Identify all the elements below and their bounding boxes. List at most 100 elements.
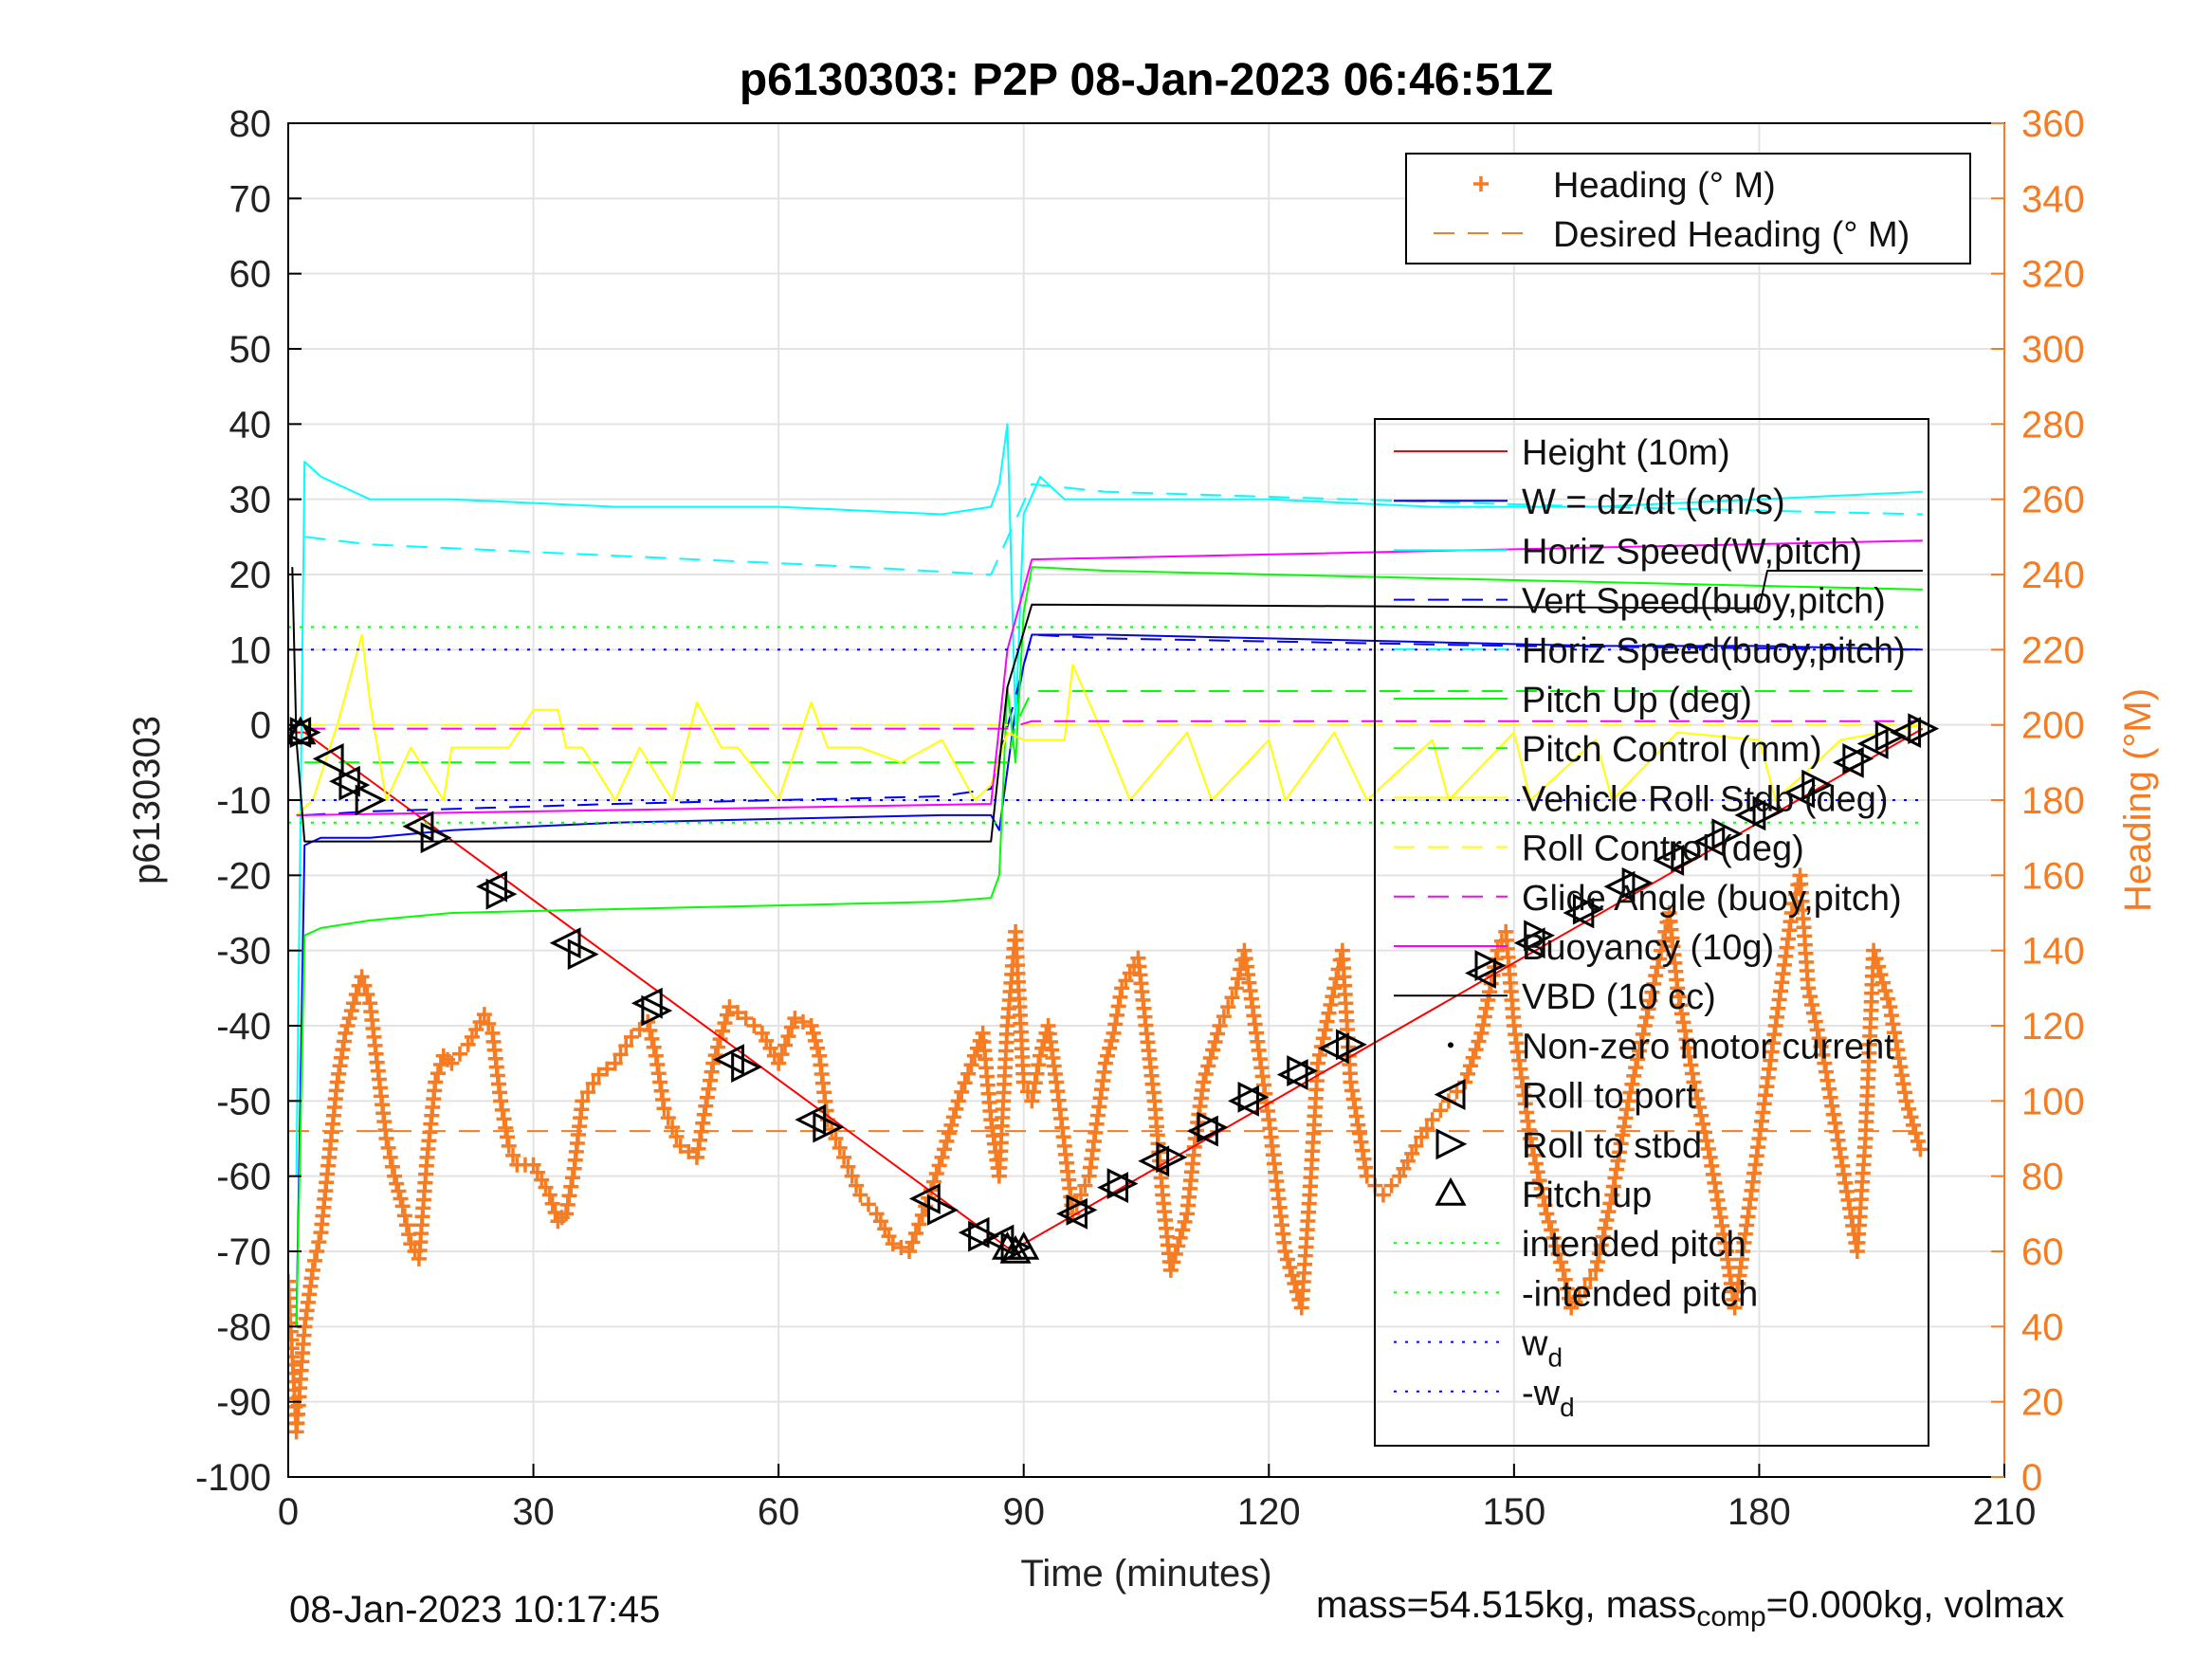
heading-point bbox=[387, 1168, 403, 1184]
heading-point bbox=[936, 1141, 952, 1158]
heading-point bbox=[1205, 1042, 1221, 1058]
x-tick-label: 210 bbox=[1973, 1491, 2037, 1533]
y-tick-label-left: -60 bbox=[216, 1157, 271, 1198]
roll-to-stbd-marker bbox=[1197, 1111, 1229, 1143]
roll-to-stbd-marker bbox=[641, 994, 673, 1027]
heading-point bbox=[948, 1101, 964, 1117]
heading-point bbox=[1593, 1237, 1609, 1253]
heading-point bbox=[1686, 1074, 1702, 1090]
heading-point bbox=[1319, 1013, 1335, 1030]
roll-to-port-marker bbox=[1465, 957, 1496, 989]
heading-point bbox=[1165, 1254, 1181, 1270]
heading-point bbox=[343, 1003, 359, 1019]
heading-point bbox=[656, 1101, 672, 1117]
heading-point bbox=[1644, 984, 1660, 1000]
y-tick-label-left: 80 bbox=[229, 103, 272, 145]
heading-point bbox=[1375, 1187, 1391, 1203]
roll-to-stbd-marker bbox=[1524, 920, 1556, 952]
y-tick-label-right: 340 bbox=[2021, 178, 2085, 220]
roll-to-stbd-marker bbox=[355, 784, 387, 816]
roll-to-stbd-marker bbox=[1287, 1055, 1319, 1087]
heading-point bbox=[1172, 1230, 1188, 1246]
heading-point bbox=[1640, 1001, 1656, 1017]
heading-point bbox=[967, 1048, 982, 1064]
legend-symbol-dot bbox=[1448, 1042, 1453, 1048]
heading-point bbox=[1695, 1116, 1711, 1132]
heading-point bbox=[1648, 968, 1664, 984]
y-tick-label-right: 20 bbox=[2021, 1382, 2064, 1424]
heading-point bbox=[1786, 896, 1802, 912]
heading-point bbox=[860, 1196, 876, 1212]
heading-point bbox=[430, 1066, 447, 1082]
x-tick-label: 60 bbox=[758, 1491, 800, 1533]
heading-point bbox=[304, 1262, 320, 1278]
roll-to-port-marker bbox=[1317, 1032, 1349, 1065]
y-tick-label-right: 40 bbox=[2021, 1306, 2064, 1348]
roll-to-stbd-marker bbox=[1801, 769, 1834, 801]
heading-point bbox=[1866, 942, 1882, 958]
heading-point bbox=[1868, 951, 1884, 967]
heading-point bbox=[1321, 1005, 1337, 1021]
heading-point bbox=[1632, 1043, 1648, 1059]
y-tick-label-left: -20 bbox=[216, 855, 271, 897]
heading-point bbox=[1541, 1213, 1557, 1230]
y-tick-label-right: 180 bbox=[2021, 780, 2085, 822]
heading-point bbox=[644, 1030, 660, 1047]
heading-point bbox=[1622, 1085, 1638, 1101]
x-tick-label: 30 bbox=[512, 1491, 555, 1533]
footer-timestamp: 08-Jan-2023 10:17:45 bbox=[289, 1589, 661, 1631]
heading-point bbox=[780, 1029, 796, 1045]
y-tick-label-right: 160 bbox=[2021, 855, 2085, 897]
heading-point bbox=[1162, 1262, 1179, 1278]
heading-point bbox=[1636, 1018, 1653, 1033]
pitch-up-marker bbox=[1008, 1231, 1040, 1260]
x-tick-label: 180 bbox=[1728, 1491, 1791, 1533]
heading-point bbox=[1815, 1047, 1831, 1063]
heading-point bbox=[389, 1176, 405, 1192]
y-tick-label-left: -100 bbox=[195, 1457, 271, 1499]
series-layer bbox=[288, 423, 1924, 1327]
heading-point bbox=[1527, 1156, 1544, 1172]
heading-point bbox=[393, 1191, 409, 1207]
heading-point bbox=[1414, 1129, 1430, 1145]
heading-point bbox=[1328, 971, 1344, 987]
roll-to-port-marker bbox=[1653, 845, 1685, 876]
heading-point bbox=[1903, 1109, 1919, 1125]
heading-point bbox=[309, 1244, 325, 1259]
heading-point bbox=[575, 1093, 591, 1109]
heading-point bbox=[591, 1066, 607, 1083]
heading-point bbox=[1691, 1099, 1708, 1115]
y-tick-label-left: 60 bbox=[229, 254, 272, 296]
y-tick-label-right: 320 bbox=[2021, 254, 2085, 296]
y-tick-label-left: 70 bbox=[229, 178, 272, 220]
x-tick-label: 120 bbox=[1237, 1491, 1301, 1533]
heading-point bbox=[544, 1195, 560, 1212]
heading-point bbox=[1277, 1244, 1293, 1259]
x-tick-label: 90 bbox=[1002, 1491, 1045, 1533]
heading-point bbox=[384, 1158, 400, 1175]
roll-to-port-marker bbox=[1734, 799, 1766, 831]
heading-point bbox=[844, 1168, 860, 1184]
heading-point bbox=[1539, 1206, 1555, 1222]
heading-point bbox=[907, 1225, 923, 1241]
heading-point bbox=[1628, 1060, 1644, 1076]
roll-to-stbd-marker bbox=[1335, 1029, 1367, 1061]
heading-point bbox=[1418, 1121, 1435, 1137]
heading-point bbox=[341, 1011, 357, 1027]
roll-to-port-marker bbox=[1138, 1145, 1170, 1177]
legend-label: Non-zero motor current bbox=[1522, 1027, 1894, 1066]
heading-point bbox=[911, 1216, 927, 1232]
heading-point bbox=[730, 1005, 746, 1021]
heading-point bbox=[681, 1143, 697, 1159]
heading-point bbox=[1646, 975, 1662, 992]
y-axis-label-left: p6130303 bbox=[126, 716, 168, 884]
roll-to-stbd-marker bbox=[1572, 893, 1604, 925]
roll-to-port-marker bbox=[402, 811, 434, 843]
heading-point bbox=[795, 1014, 811, 1030]
heading-point bbox=[885, 1236, 901, 1252]
heading-point bbox=[902, 1244, 918, 1259]
heading-point bbox=[1912, 1141, 1929, 1158]
x-axis-label: Time (minutes) bbox=[1020, 1553, 1271, 1595]
heading-point bbox=[428, 1074, 444, 1090]
y-tick-label-right: 280 bbox=[2021, 404, 2085, 446]
